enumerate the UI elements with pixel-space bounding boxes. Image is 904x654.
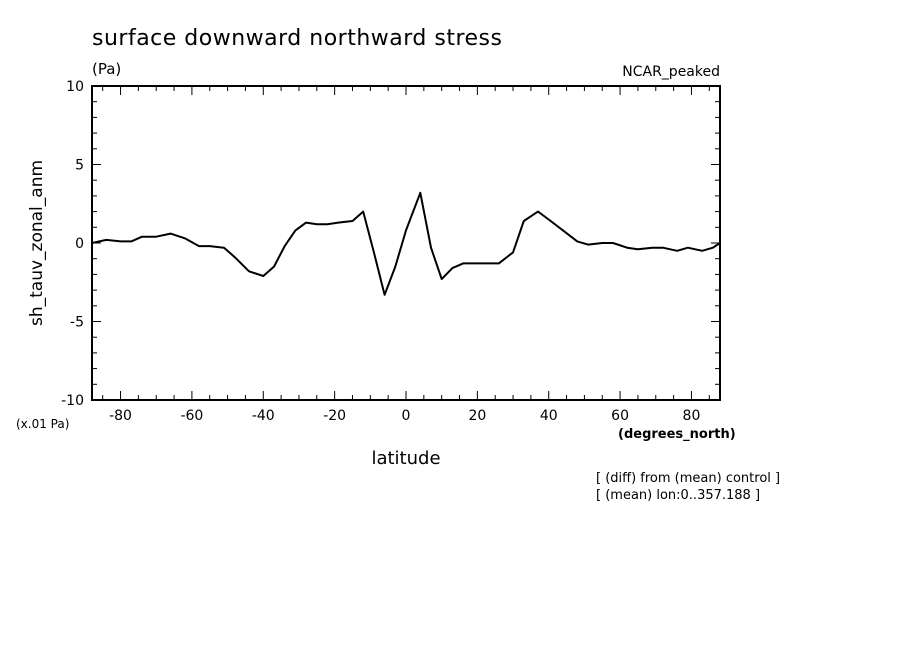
x-units-label: (degrees_north) [618, 427, 736, 442]
x-tick-label: -40 [252, 408, 275, 424]
axis-tick-labels: -80 -60 -40 -20 0 20 40 60 80 -10 -5 0 5 10 [61, 79, 700, 424]
y-tick-label: 5 [75, 158, 84, 174]
y-axis-label: sh_tauv_zonal_anm [27, 160, 47, 326]
axis-ticks [92, 86, 720, 400]
x-tick-label: 60 [611, 408, 629, 424]
series-line [91, 191, 721, 296]
y-scale-label: (x.01 Pa) [16, 417, 69, 431]
plot-frame [91, 85, 721, 401]
x-tick-label: 80 [683, 408, 701, 424]
x-tick-label: 0 [402, 408, 411, 424]
y-tick-label: -10 [61, 393, 84, 409]
x-tick-label: -60 [180, 408, 203, 424]
note-mean: [ (mean) lon:0..357.188 ] [596, 488, 760, 503]
y-tick-label: -5 [70, 315, 84, 331]
x-axis-label: latitude [371, 448, 440, 469]
y-tick-label: 10 [66, 79, 84, 95]
x-tick-label: -80 [109, 408, 132, 424]
chart-title: surface downward northward stress [92, 26, 502, 51]
y-tick-label: 0 [75, 236, 84, 252]
x-tick-label: -20 [323, 408, 346, 424]
chart-units: (Pa) [92, 60, 121, 78]
x-tick-label: 40 [540, 408, 558, 424]
note-diff: [ (diff) from (mean) control ] [596, 471, 780, 486]
x-tick-label: 20 [468, 408, 486, 424]
model-label: NCAR_peaked [622, 64, 720, 80]
